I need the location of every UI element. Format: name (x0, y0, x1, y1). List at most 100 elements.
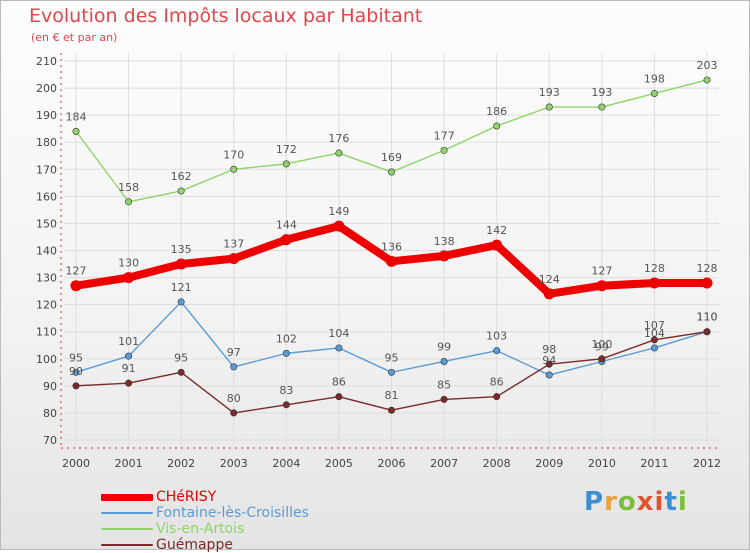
x-tick-label: 2011 (640, 457, 668, 470)
data-label-cherisy: 149 (328, 205, 349, 218)
data-point-guemappe (335, 393, 343, 401)
y-tick-label: 120 (36, 299, 57, 312)
data-label-vis-en-artois: 176 (328, 132, 349, 145)
logo-letter: t (664, 487, 678, 517)
data-point-fontaine-les-croisilles (440, 357, 448, 365)
data-point-fontaine-les-croisilles (72, 368, 80, 376)
data-point-guemappe (440, 395, 448, 403)
data-label-guemappe: 86 (332, 376, 346, 389)
data-point-cherisy (123, 272, 135, 284)
data-point-fontaine-les-croisilles (545, 371, 553, 379)
y-tick-label: 100 (36, 353, 57, 366)
legend-label: CHéRISY (156, 489, 217, 505)
data-point-guemappe (72, 382, 80, 390)
data-point-vis-en-artois (387, 168, 395, 176)
data-label-guemappe: 81 (385, 389, 399, 402)
x-tick-label: 2007 (430, 457, 458, 470)
data-point-vis-en-artois (650, 89, 658, 97)
data-label-vis-en-artois: 158 (118, 181, 139, 194)
y-tick-label: 70 (43, 434, 57, 447)
data-point-vis-en-artois (598, 103, 606, 111)
data-label-fontaine-les-croisilles: 95 (69, 351, 83, 364)
data-point-guemappe (650, 336, 658, 344)
y-tick-label: 200 (36, 82, 57, 95)
data-point-fontaine-les-croisilles (177, 298, 185, 306)
data-label-fontaine-les-croisilles: 102 (276, 332, 297, 345)
y-tick-label: 160 (36, 190, 57, 203)
data-label-vis-en-artois: 198 (644, 72, 665, 85)
data-label-fontaine-les-croisilles: 110 (697, 311, 718, 324)
data-label-guemappe: 110 (697, 311, 718, 324)
legend-item: CHéRISY (101, 489, 361, 505)
data-point-fontaine-les-croisilles (387, 368, 395, 376)
legend-swatch (101, 494, 153, 501)
legend-label: Guémappe (156, 537, 233, 553)
y-tick-label: 150 (36, 217, 57, 230)
data-label-vis-en-artois: 186 (486, 105, 507, 118)
data-label-cherisy: 136 (381, 240, 402, 253)
data-point-fontaine-les-croisilles (282, 349, 290, 357)
logo-letter: r (604, 487, 618, 517)
chart-legend: CHéRISY Fontaine-lès-Croisilles Vis-en-Art… (101, 489, 361, 553)
data-point-vis-en-artois (230, 165, 238, 173)
x-tick-label: 2004 (272, 457, 300, 470)
data-label-cherisy: 130 (118, 257, 139, 270)
legend-item: Fontaine-lès-Croisilles (101, 505, 361, 521)
data-label-cherisy: 142 (486, 224, 507, 237)
legend-swatch (101, 528, 153, 530)
data-point-cherisy (648, 277, 660, 289)
data-label-fontaine-les-croisilles: 103 (486, 330, 507, 343)
data-label-cherisy: 137 (223, 238, 244, 251)
data-point-vis-en-artois (125, 198, 133, 206)
x-tick-label: 2008 (483, 457, 511, 470)
data-label-cherisy: 127 (591, 265, 612, 278)
data-point-fontaine-les-croisilles (125, 352, 133, 360)
x-tick-label: 2003 (220, 457, 248, 470)
logo-letter: P (584, 487, 605, 517)
data-point-guemappe (493, 393, 501, 401)
chart-title: Evolution des Impôts locaux par Habitant (29, 5, 423, 27)
data-point-fontaine-les-croisilles (230, 363, 238, 371)
data-point-vis-en-artois (545, 103, 553, 111)
data-point-cherisy (175, 258, 187, 270)
data-point-vis-en-artois (335, 149, 343, 157)
y-tick-label: 130 (36, 272, 57, 285)
data-point-guemappe (177, 368, 185, 376)
data-label-fontaine-les-croisilles: 99 (595, 340, 609, 353)
logo-letter: i (654, 487, 665, 517)
data-point-guemappe (598, 355, 606, 363)
data-label-cherisy: 124 (539, 273, 560, 286)
data-label-guemappe: 91 (122, 362, 136, 375)
y-tick-label: 80 (43, 407, 57, 420)
data-point-cherisy (228, 253, 240, 265)
x-tick-label: 2012 (693, 457, 721, 470)
data-label-guemappe: 80 (227, 392, 241, 405)
legend-label: Vis-en-Artois (156, 521, 245, 537)
data-point-cherisy (491, 239, 503, 251)
data-label-fontaine-les-croisilles: 95 (385, 351, 399, 364)
data-point-cherisy (701, 277, 713, 289)
logo-letter: x (636, 487, 655, 517)
data-point-fontaine-les-croisilles (650, 344, 658, 352)
data-label-fontaine-les-croisilles: 97 (227, 346, 241, 359)
data-label-vis-en-artois: 170 (223, 148, 244, 161)
data-point-vis-en-artois (282, 160, 290, 168)
y-tick-label: 140 (36, 245, 57, 258)
data-point-cherisy (438, 250, 450, 262)
x-tick-label: 2010 (588, 457, 616, 470)
data-label-vis-en-artois: 162 (171, 170, 192, 183)
data-label-cherisy: 128 (697, 262, 718, 275)
data-label-guemappe: 86 (490, 376, 504, 389)
legend-label: Fontaine-lès-Croisilles (156, 505, 309, 521)
data-point-guemappe (387, 406, 395, 414)
chart-subtitle: (en € et par an) (31, 31, 118, 44)
data-point-guemappe (125, 379, 133, 387)
data-label-vis-en-artois: 193 (591, 86, 612, 99)
legend-swatch (101, 544, 153, 546)
data-label-fontaine-les-croisilles: 121 (171, 281, 192, 294)
proxiti-logo: Proxiti (584, 487, 688, 517)
data-label-fontaine-les-croisilles: 104 (644, 327, 665, 340)
data-point-cherisy (596, 280, 608, 292)
